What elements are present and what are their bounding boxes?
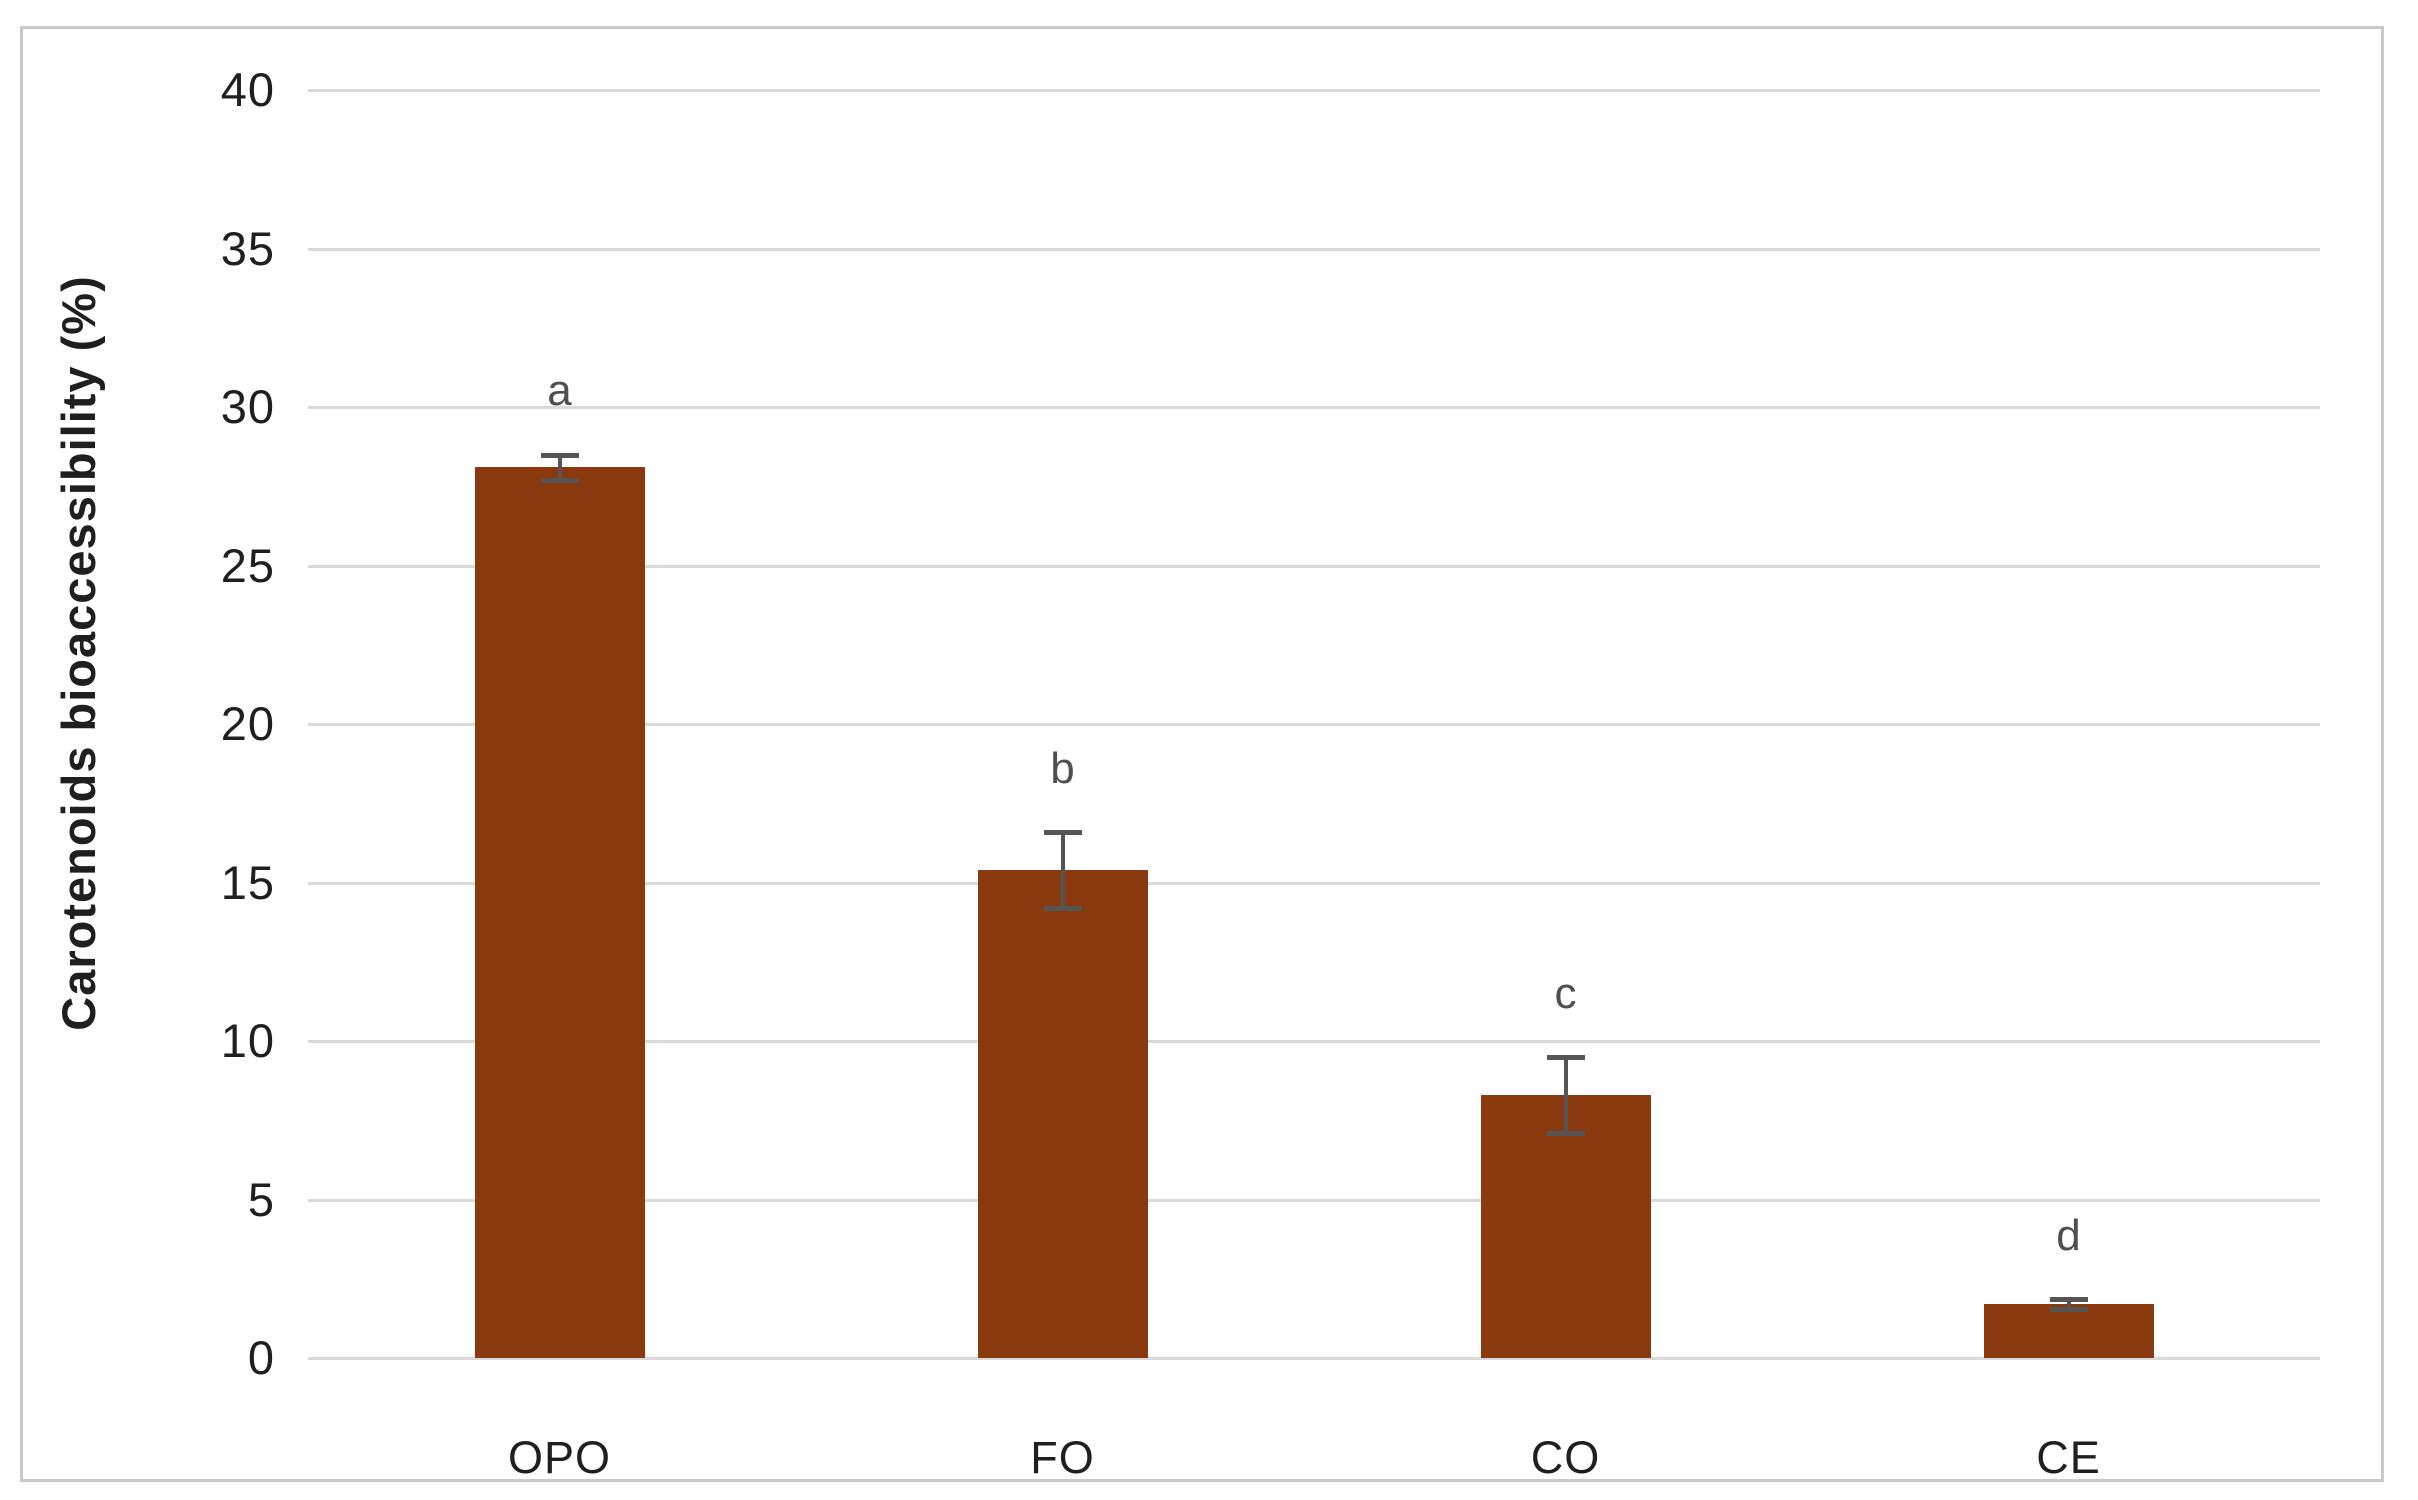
significance-letter-ce: d: [2056, 1211, 2081, 1261]
significance-letter-opo: a: [547, 366, 572, 416]
x-category-label-ce: CE: [2036, 1432, 2101, 1483]
error-bar-line-ce: [2066, 1299, 2071, 1309]
y-tick-label-40: 40: [220, 63, 275, 116]
y-tick-label-25: 25: [220, 538, 275, 592]
significance-letter-co: c: [1554, 968, 1577, 1018]
gridline-y-5: [308, 1198, 2320, 1202]
x-category-label-co: CO: [1530, 1432, 1601, 1483]
x-category-label-fo: FO: [1030, 1432, 1095, 1483]
bar-ce: [1983, 1304, 2154, 1358]
error-bar-line-opo: [557, 454, 562, 480]
error-bar-cap-bottom-opo: [540, 477, 579, 483]
y-tick-label-30: 30: [220, 380, 275, 433]
gridline-y-0: [308, 1357, 2320, 1360]
y-tick-label-35: 35: [220, 221, 275, 275]
x-category-label-opo: OPO: [507, 1432, 612, 1483]
gridline-y-35: [308, 247, 2320, 251]
bar-opo: [474, 467, 645, 1358]
chart-frame: Carotenoids bioaccessibility (%) 0 5 10 15 2…: [20, 26, 2384, 1482]
error-bar-cap-top-fo: [1043, 829, 1082, 835]
error-bar-line-co: [1563, 1056, 1568, 1133]
error-bar-cap-bottom-co: [1546, 1130, 1585, 1136]
gridline-y-40: [308, 89, 2320, 92]
error-bar-cap-bottom-ce: [2049, 1306, 2088, 1312]
y-tick-label-0: 0: [247, 1331, 275, 1384]
error-bar-cap-top-co: [1546, 1054, 1585, 1060]
y-tick-label-5: 5: [247, 1172, 275, 1226]
gridline-y-25: [308, 564, 2320, 568]
gridline-y-15: [308, 881, 2320, 885]
bar-fo: [977, 869, 1148, 1358]
gridline-y-30: [308, 406, 2320, 409]
bar-co: [1480, 1094, 1651, 1358]
y-axis-title: Carotenoids bioaccessibility (%): [52, 275, 105, 1031]
error-bar-cap-top-ce: [2049, 1297, 2088, 1303]
gridline-y-20: [308, 723, 2320, 726]
gridline-y-10: [308, 1040, 2320, 1043]
y-tick-label-20: 20: [220, 697, 275, 750]
error-bar-cap-bottom-fo: [1043, 905, 1082, 911]
y-tick-label-15: 15: [220, 855, 275, 909]
error-bar-cap-top-opo: [540, 452, 579, 458]
y-tick-label-10: 10: [220, 1014, 275, 1067]
significance-letter-fo: b: [1050, 743, 1075, 793]
error-bar-line-fo: [1060, 831, 1065, 908]
